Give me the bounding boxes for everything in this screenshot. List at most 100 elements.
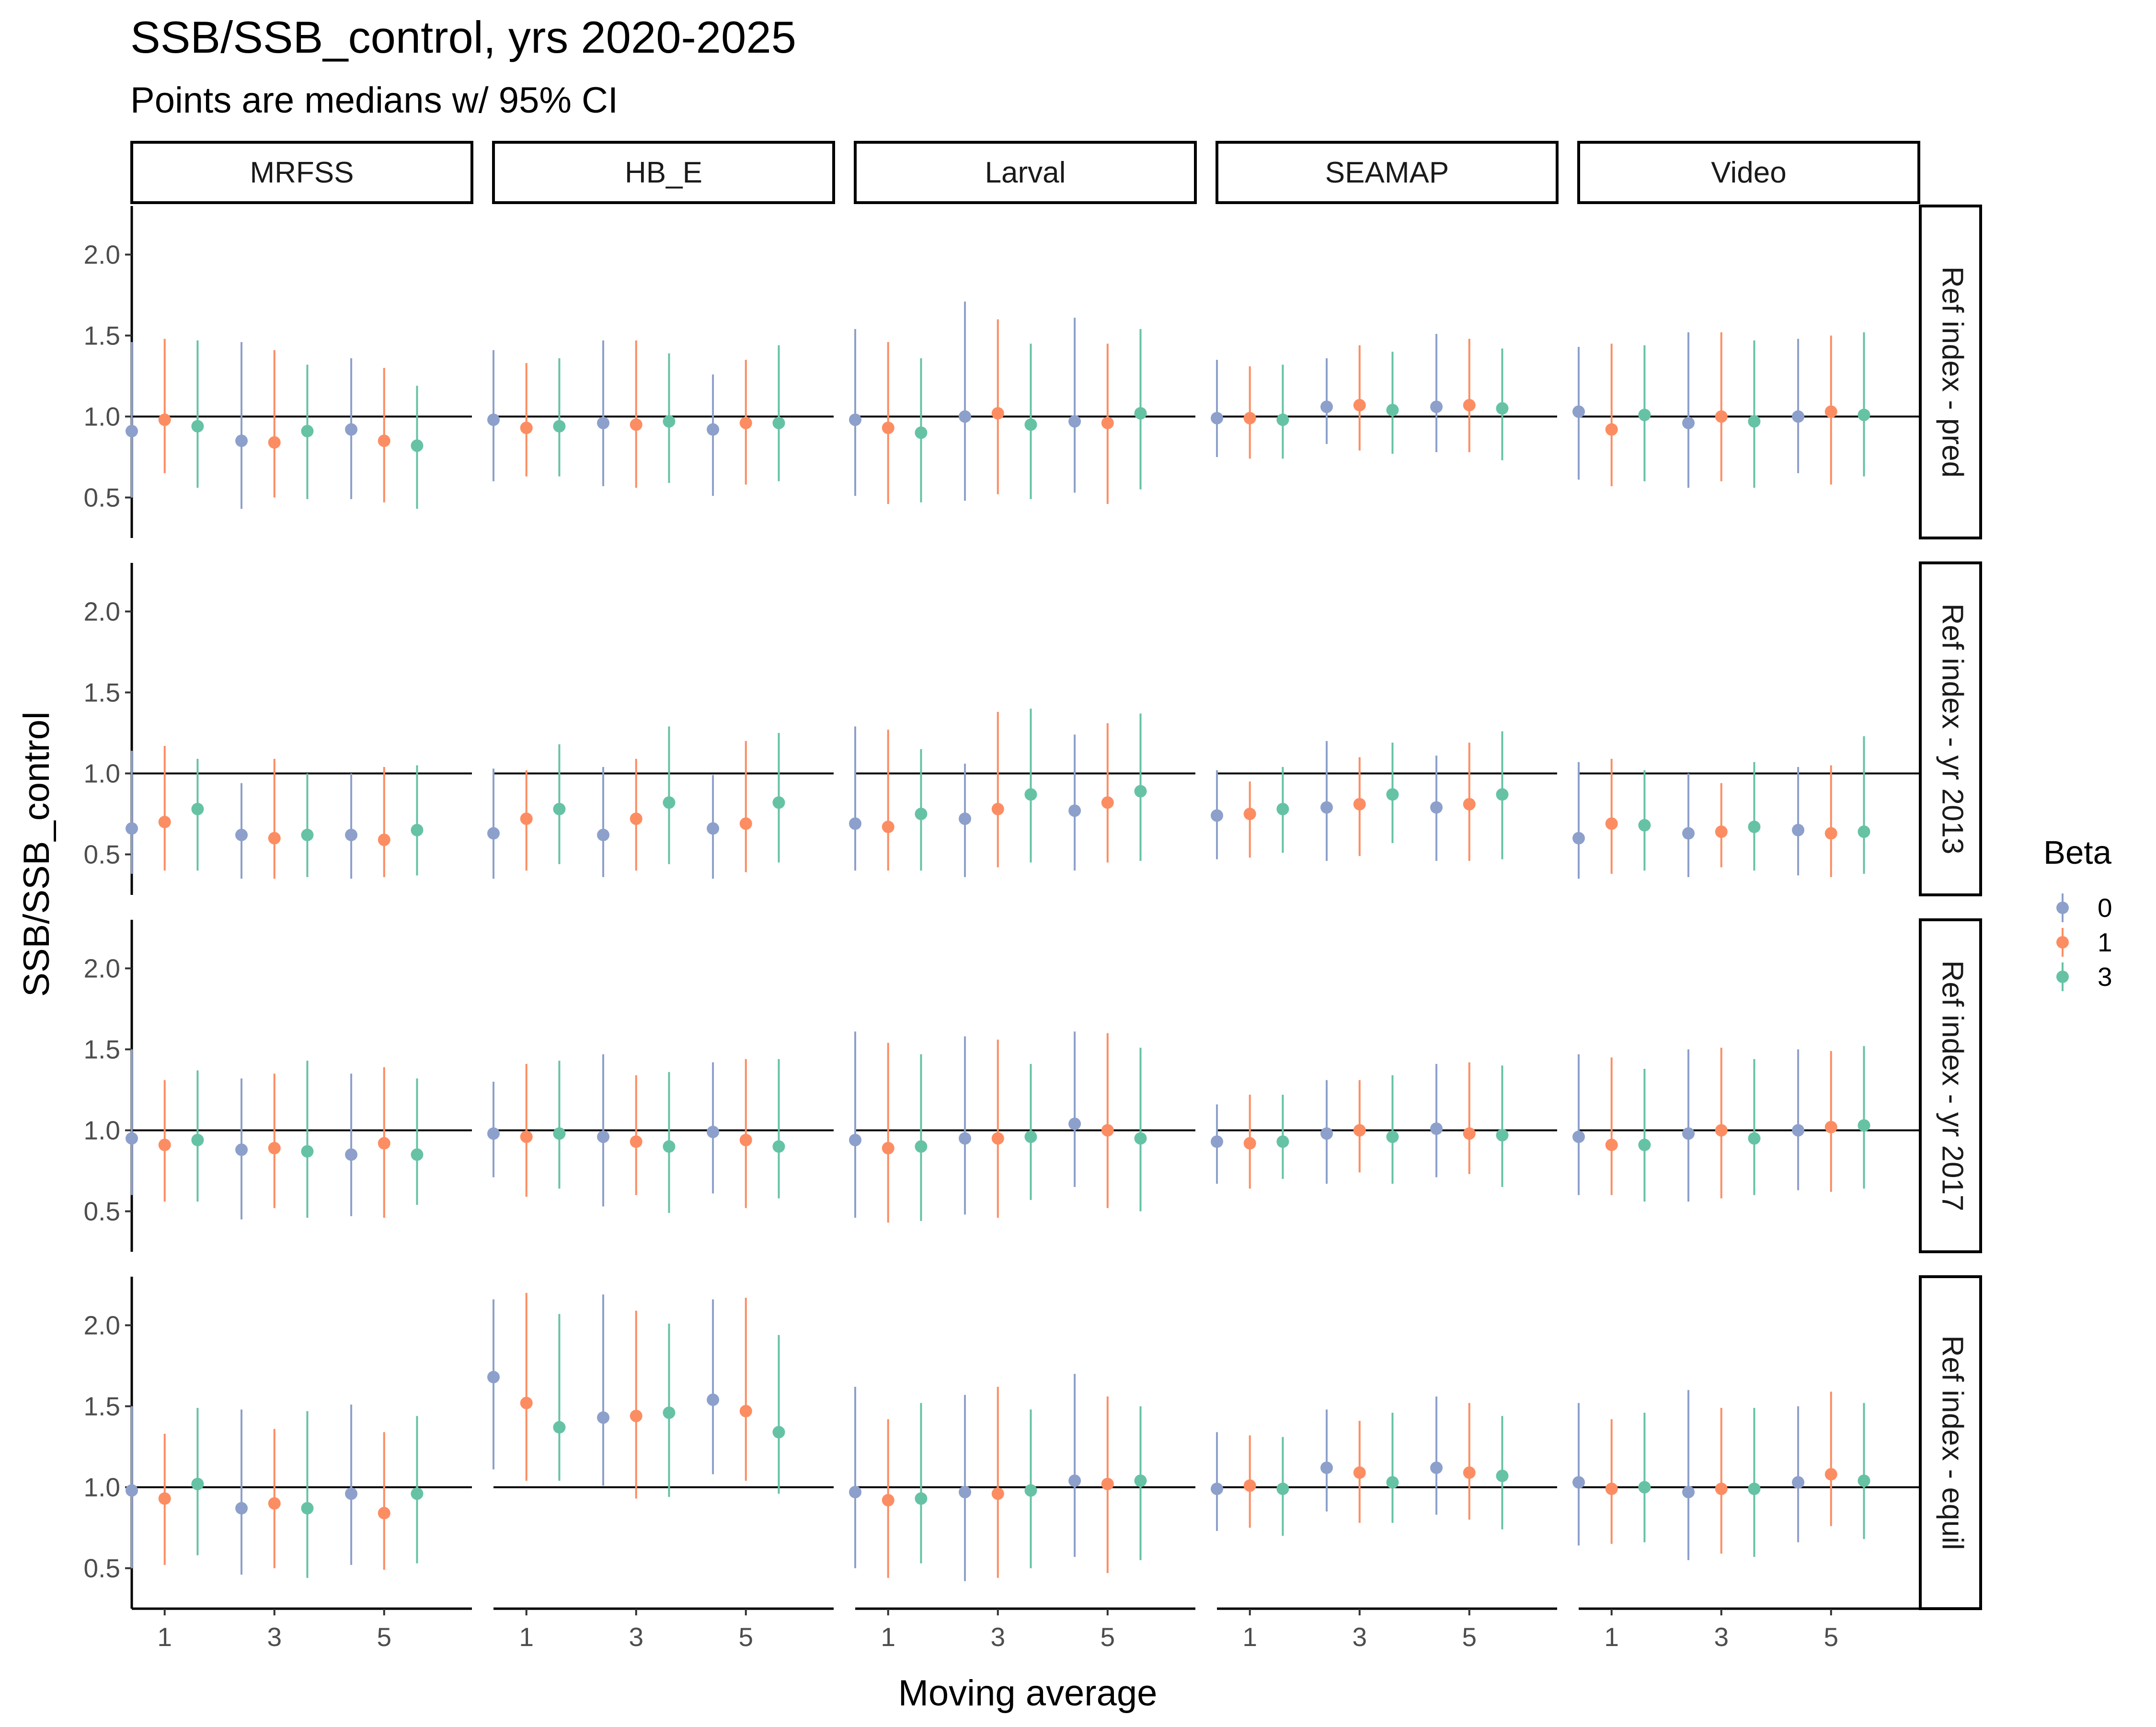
median-point — [663, 1140, 676, 1153]
median-point — [1824, 827, 1837, 840]
median-point — [378, 1137, 390, 1150]
median-point — [1276, 1482, 1289, 1495]
median-point — [959, 812, 972, 825]
median-point — [268, 436, 281, 449]
panel-larval-ref-index-yr-2013 — [849, 709, 1195, 877]
median-point — [1386, 788, 1399, 801]
median-point — [301, 1502, 314, 1515]
panels-layer: MRFSS HB_E Larval SEAMAP Video Ref index - pr… — [84, 141, 1982, 1652]
x-tick-label: 1 — [1604, 1622, 1619, 1652]
median-point — [707, 423, 720, 436]
median-point — [1496, 1469, 1509, 1482]
y-tick-label: 0.5 — [84, 1553, 120, 1583]
median-point — [849, 1133, 861, 1146]
median-point — [959, 1132, 972, 1145]
median-point — [1024, 418, 1037, 431]
median-point — [1430, 400, 1443, 413]
legend-label: 3 — [2098, 962, 2112, 992]
median-point — [158, 815, 171, 828]
strip-ref-index-yr-2013: Ref index - yr 2013 — [1919, 561, 1982, 896]
median-point — [235, 1502, 248, 1515]
x-tick-label: 1 — [1242, 1622, 1257, 1652]
median-point — [411, 1487, 424, 1500]
median-point — [1320, 801, 1333, 814]
strip-box — [1216, 141, 1559, 204]
median-point — [1430, 801, 1443, 814]
panel-mrfss-ref-index-equil — [126, 1405, 472, 1578]
median-point — [772, 416, 785, 429]
median-point — [1430, 1122, 1443, 1135]
median-point — [126, 822, 138, 835]
strip-ref-index-yr-2017: Ref index - yr 2017 — [1919, 918, 1982, 1253]
median-point — [663, 1406, 676, 1419]
legend-item-beta-1: 1 — [2056, 927, 2112, 957]
median-point — [707, 1393, 720, 1406]
median-point — [1024, 1130, 1037, 1143]
median-point — [126, 1132, 138, 1145]
panel-hb-e-ref-index-yr-2013 — [487, 726, 834, 879]
panel-seamap-ref-index-yr-2013 — [1211, 731, 1557, 861]
median-point — [1024, 788, 1037, 801]
panel-seamap-ref-index-pred — [1211, 334, 1557, 460]
median-point — [991, 1487, 1004, 1500]
strip-ref-index-pred: Ref index - pred — [1919, 205, 1982, 539]
median-point — [345, 828, 358, 841]
median-point — [959, 410, 972, 423]
median-point — [882, 1142, 895, 1155]
median-point — [991, 407, 1004, 420]
strip-label: MRFSS — [250, 156, 354, 189]
y-tick-label: 1.5 — [84, 320, 120, 350]
strip-box — [1919, 1275, 1982, 1610]
y-tick-label: 1.0 — [84, 1115, 120, 1145]
median-point — [378, 834, 390, 846]
strip-ref-index-equil: Ref index - equil — [1919, 1275, 1982, 1610]
strip-label: Larval — [985, 156, 1066, 189]
median-point — [1430, 1461, 1443, 1474]
median-point — [1792, 823, 1805, 836]
median-point — [1638, 819, 1651, 832]
median-point — [1353, 1124, 1366, 1137]
legend-key-point — [2056, 902, 2069, 914]
median-point — [1748, 1132, 1761, 1145]
median-point — [1605, 817, 1618, 830]
median-point — [1211, 412, 1223, 424]
y-tick-label: 1.0 — [84, 1472, 120, 1502]
median-point — [301, 1145, 314, 1158]
median-point — [1605, 423, 1618, 436]
panel-mrfss-ref-index-yr-2017 — [126, 1049, 472, 1220]
median-point — [882, 422, 895, 435]
median-point — [1496, 402, 1509, 415]
x-tick-label: 3 — [990, 1622, 1005, 1652]
strip-box — [130, 141, 473, 204]
strip-box — [1919, 205, 1982, 539]
median-point — [739, 1405, 752, 1418]
median-point — [1243, 1137, 1256, 1150]
median-point — [959, 1486, 972, 1498]
y-tick-label: 0.5 — [84, 482, 120, 512]
median-point — [739, 1133, 752, 1146]
y-tick-label: 2.0 — [84, 596, 120, 626]
median-point — [1353, 1466, 1366, 1479]
y-tick-label: 2.0 — [84, 1310, 120, 1340]
median-point — [1638, 1481, 1651, 1494]
panel-seamap-ref-index-yr-2017 — [1211, 1062, 1557, 1189]
median-point — [1068, 1474, 1081, 1487]
median-point — [1134, 1474, 1147, 1487]
median-point — [849, 817, 861, 830]
median-point — [1824, 405, 1837, 418]
median-point — [630, 418, 642, 431]
median-point — [1386, 403, 1399, 416]
x-tick-label: 5 — [1100, 1622, 1115, 1652]
median-point — [1024, 1484, 1037, 1497]
median-point — [1682, 1127, 1695, 1140]
median-point — [707, 822, 720, 835]
median-point — [1463, 1466, 1476, 1479]
median-point — [1748, 1482, 1761, 1495]
median-point — [345, 1148, 358, 1161]
median-point — [1243, 412, 1256, 424]
strip-label: HB_E — [625, 156, 702, 189]
median-point — [411, 439, 424, 452]
median-point — [882, 821, 895, 834]
strip-video: Video — [1577, 141, 1920, 204]
